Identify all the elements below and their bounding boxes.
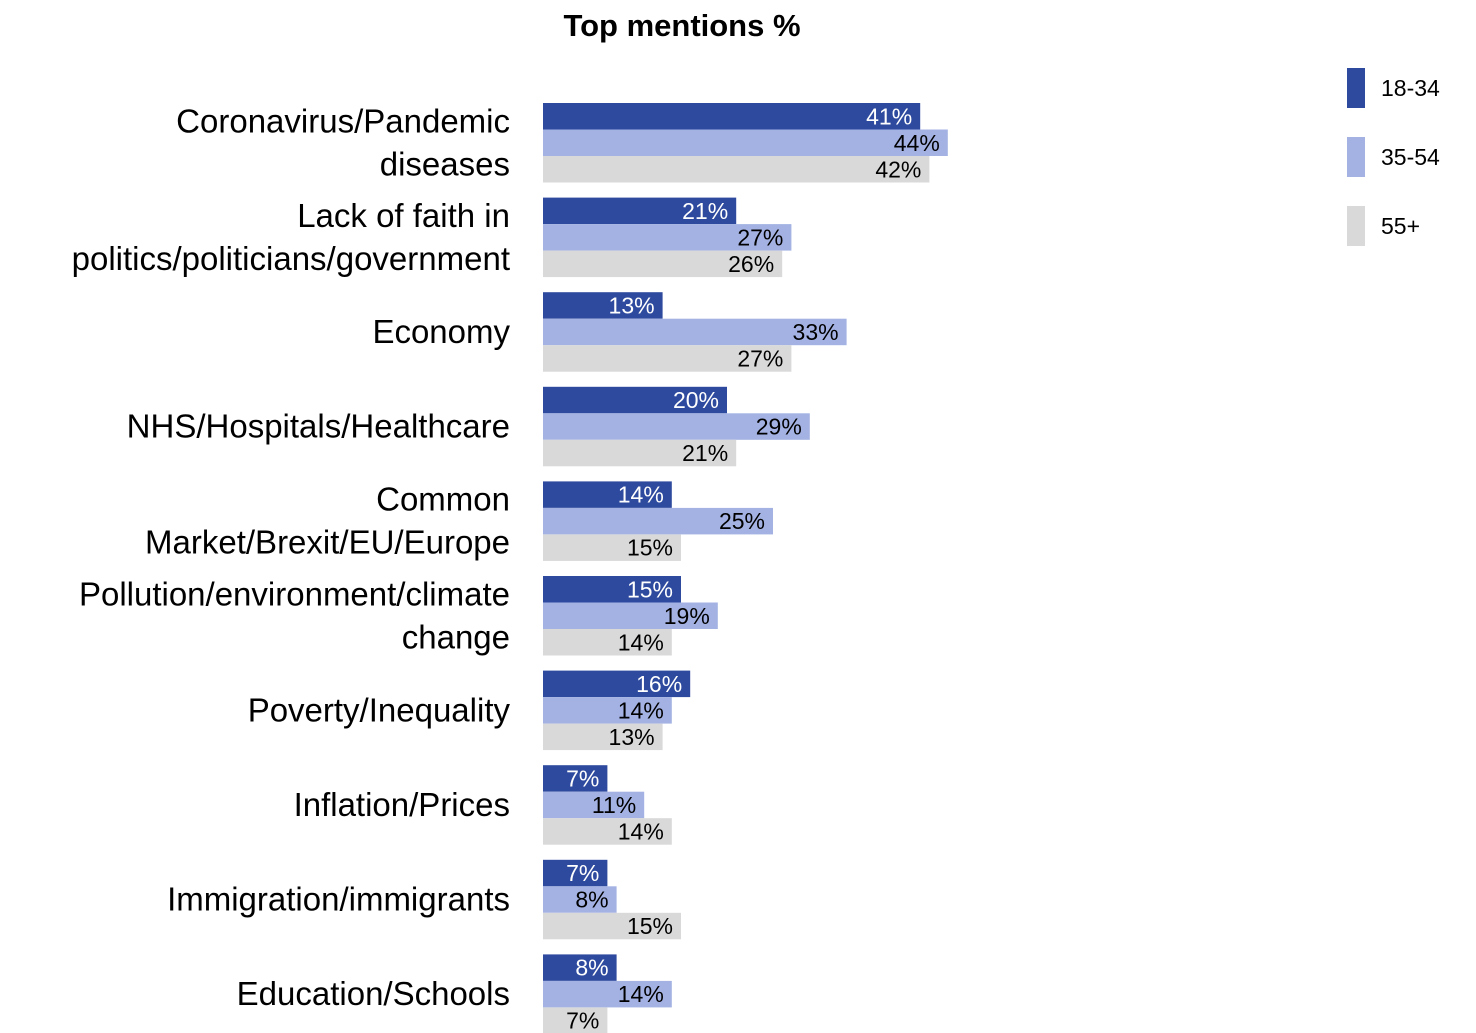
value-label-35-54-coronavirus-pandemic-diseases: 44% (894, 130, 940, 156)
value-label-35-54-education-schools: 14% (618, 981, 664, 1007)
value-label-35-54-nhs-hospitals-healthcare: 29% (756, 414, 802, 440)
value-label-35-54-common-market-brexit-eu-europe: 25% (719, 508, 765, 534)
category-label-common-market-brexit-eu-europe-line-1: Common (376, 481, 510, 518)
value-label-18-34-common-market-brexit-eu-europe: 14% (618, 482, 664, 508)
value-label-18-34-inflation-prices: 7% (566, 765, 599, 791)
value-label-35-54-economy: 33% (793, 319, 839, 345)
value-label-18-34-lack-of-faith-in-politics-politicians-government: 21% (682, 198, 728, 224)
legend-label-55: 55+ (1381, 213, 1420, 239)
category-label-immigration-immigrants: Immigration/immigrants (167, 881, 510, 918)
value-label-55-education-schools: 7% (566, 1008, 599, 1033)
value-label-55-inflation-prices: 14% (618, 818, 664, 844)
category-label-common-market-brexit-eu-europe-line-2: Market/Brexit/EU/Europe (145, 524, 510, 561)
value-label-55-pollution-environment-climate-change: 14% (618, 629, 664, 655)
legend: 18-34 35-54 55+ (1347, 68, 1440, 246)
bar-18-34-coronavirus-pandemic-diseases (543, 103, 920, 130)
value-label-18-34-poverty-inequality: 16% (636, 671, 682, 697)
value-label-18-34-coronavirus-pandemic-diseases: 41% (866, 103, 912, 129)
value-label-55-coronavirus-pandemic-diseases: 42% (875, 156, 921, 182)
category-label-lack-of-faith-in-politics-politicians-government-line-1: Lack of faith in (297, 197, 510, 234)
category-label-coronavirus-pandemic-diseases-line-2: diseases (380, 145, 510, 182)
value-label-55-economy: 27% (737, 345, 783, 371)
category-label-coronavirus-pandemic-diseases-line-1: Coronavirus/Pandemic (176, 102, 510, 139)
value-label-18-34-nhs-hospitals-healthcare: 20% (673, 387, 719, 413)
category-label-nhs-hospitals-healthcare: NHS/Hospitals/Healthcare (127, 408, 510, 445)
value-label-55-lack-of-faith-in-politics-politicians-government: 26% (728, 251, 774, 277)
value-label-35-54-lack-of-faith-in-politics-politicians-government: 27% (737, 224, 783, 250)
category-label-lack-of-faith-in-politics-politicians-government-line-2: politics/politicians/government (72, 240, 510, 277)
value-label-35-54-pollution-environment-climate-change: 19% (664, 603, 710, 629)
value-label-35-54-poverty-inequality: 14% (618, 697, 664, 723)
bar-55-coronavirus-pandemic-diseases (543, 156, 929, 183)
value-label-55-immigration-immigrants: 15% (627, 913, 673, 939)
value-label-18-34-education-schools: 8% (575, 955, 608, 981)
chart-title: Top mentions % (563, 8, 800, 43)
category-label-education-schools: Education/Schools (237, 975, 510, 1012)
category-label-inflation-prices: Inflation/Prices (294, 786, 510, 823)
value-label-35-54-immigration-immigrants: 8% (575, 887, 608, 913)
value-label-55-poverty-inequality: 13% (609, 724, 655, 750)
value-label-18-34-economy: 13% (609, 292, 655, 318)
category-label-economy: Economy (372, 313, 510, 350)
category-label-pollution-environment-climate-change-line-2: change (402, 618, 510, 655)
value-label-18-34-immigration-immigrants: 7% (566, 860, 599, 886)
legend-swatch-18-34 (1347, 68, 1365, 108)
value-label-55-common-market-brexit-eu-europe: 15% (627, 535, 673, 561)
value-label-35-54-inflation-prices: 11% (592, 792, 636, 818)
category-labels: Coronavirus/Pandemic diseases Lack of fait… (72, 102, 511, 1012)
bars: 41%44%42%21%27%26%13%33%27%20%29%21%14%2… (543, 103, 948, 1033)
legend-label-18-34: 18-34 (1381, 75, 1440, 101)
legend-swatch-55 (1347, 206, 1365, 246)
category-label-poverty-inequality: Poverty/Inequality (248, 691, 511, 728)
value-label-18-34-pollution-environment-climate-change: 15% (627, 576, 673, 602)
value-label-55-nhs-hospitals-healthcare: 21% (682, 440, 728, 466)
legend-swatch-35-54 (1347, 137, 1365, 177)
category-label-pollution-environment-climate-change-line-1: Pollution/environment/climate (79, 575, 510, 612)
legend-label-35-54: 35-54 (1381, 144, 1440, 170)
bar-35-54-coronavirus-pandemic-diseases (543, 130, 948, 157)
